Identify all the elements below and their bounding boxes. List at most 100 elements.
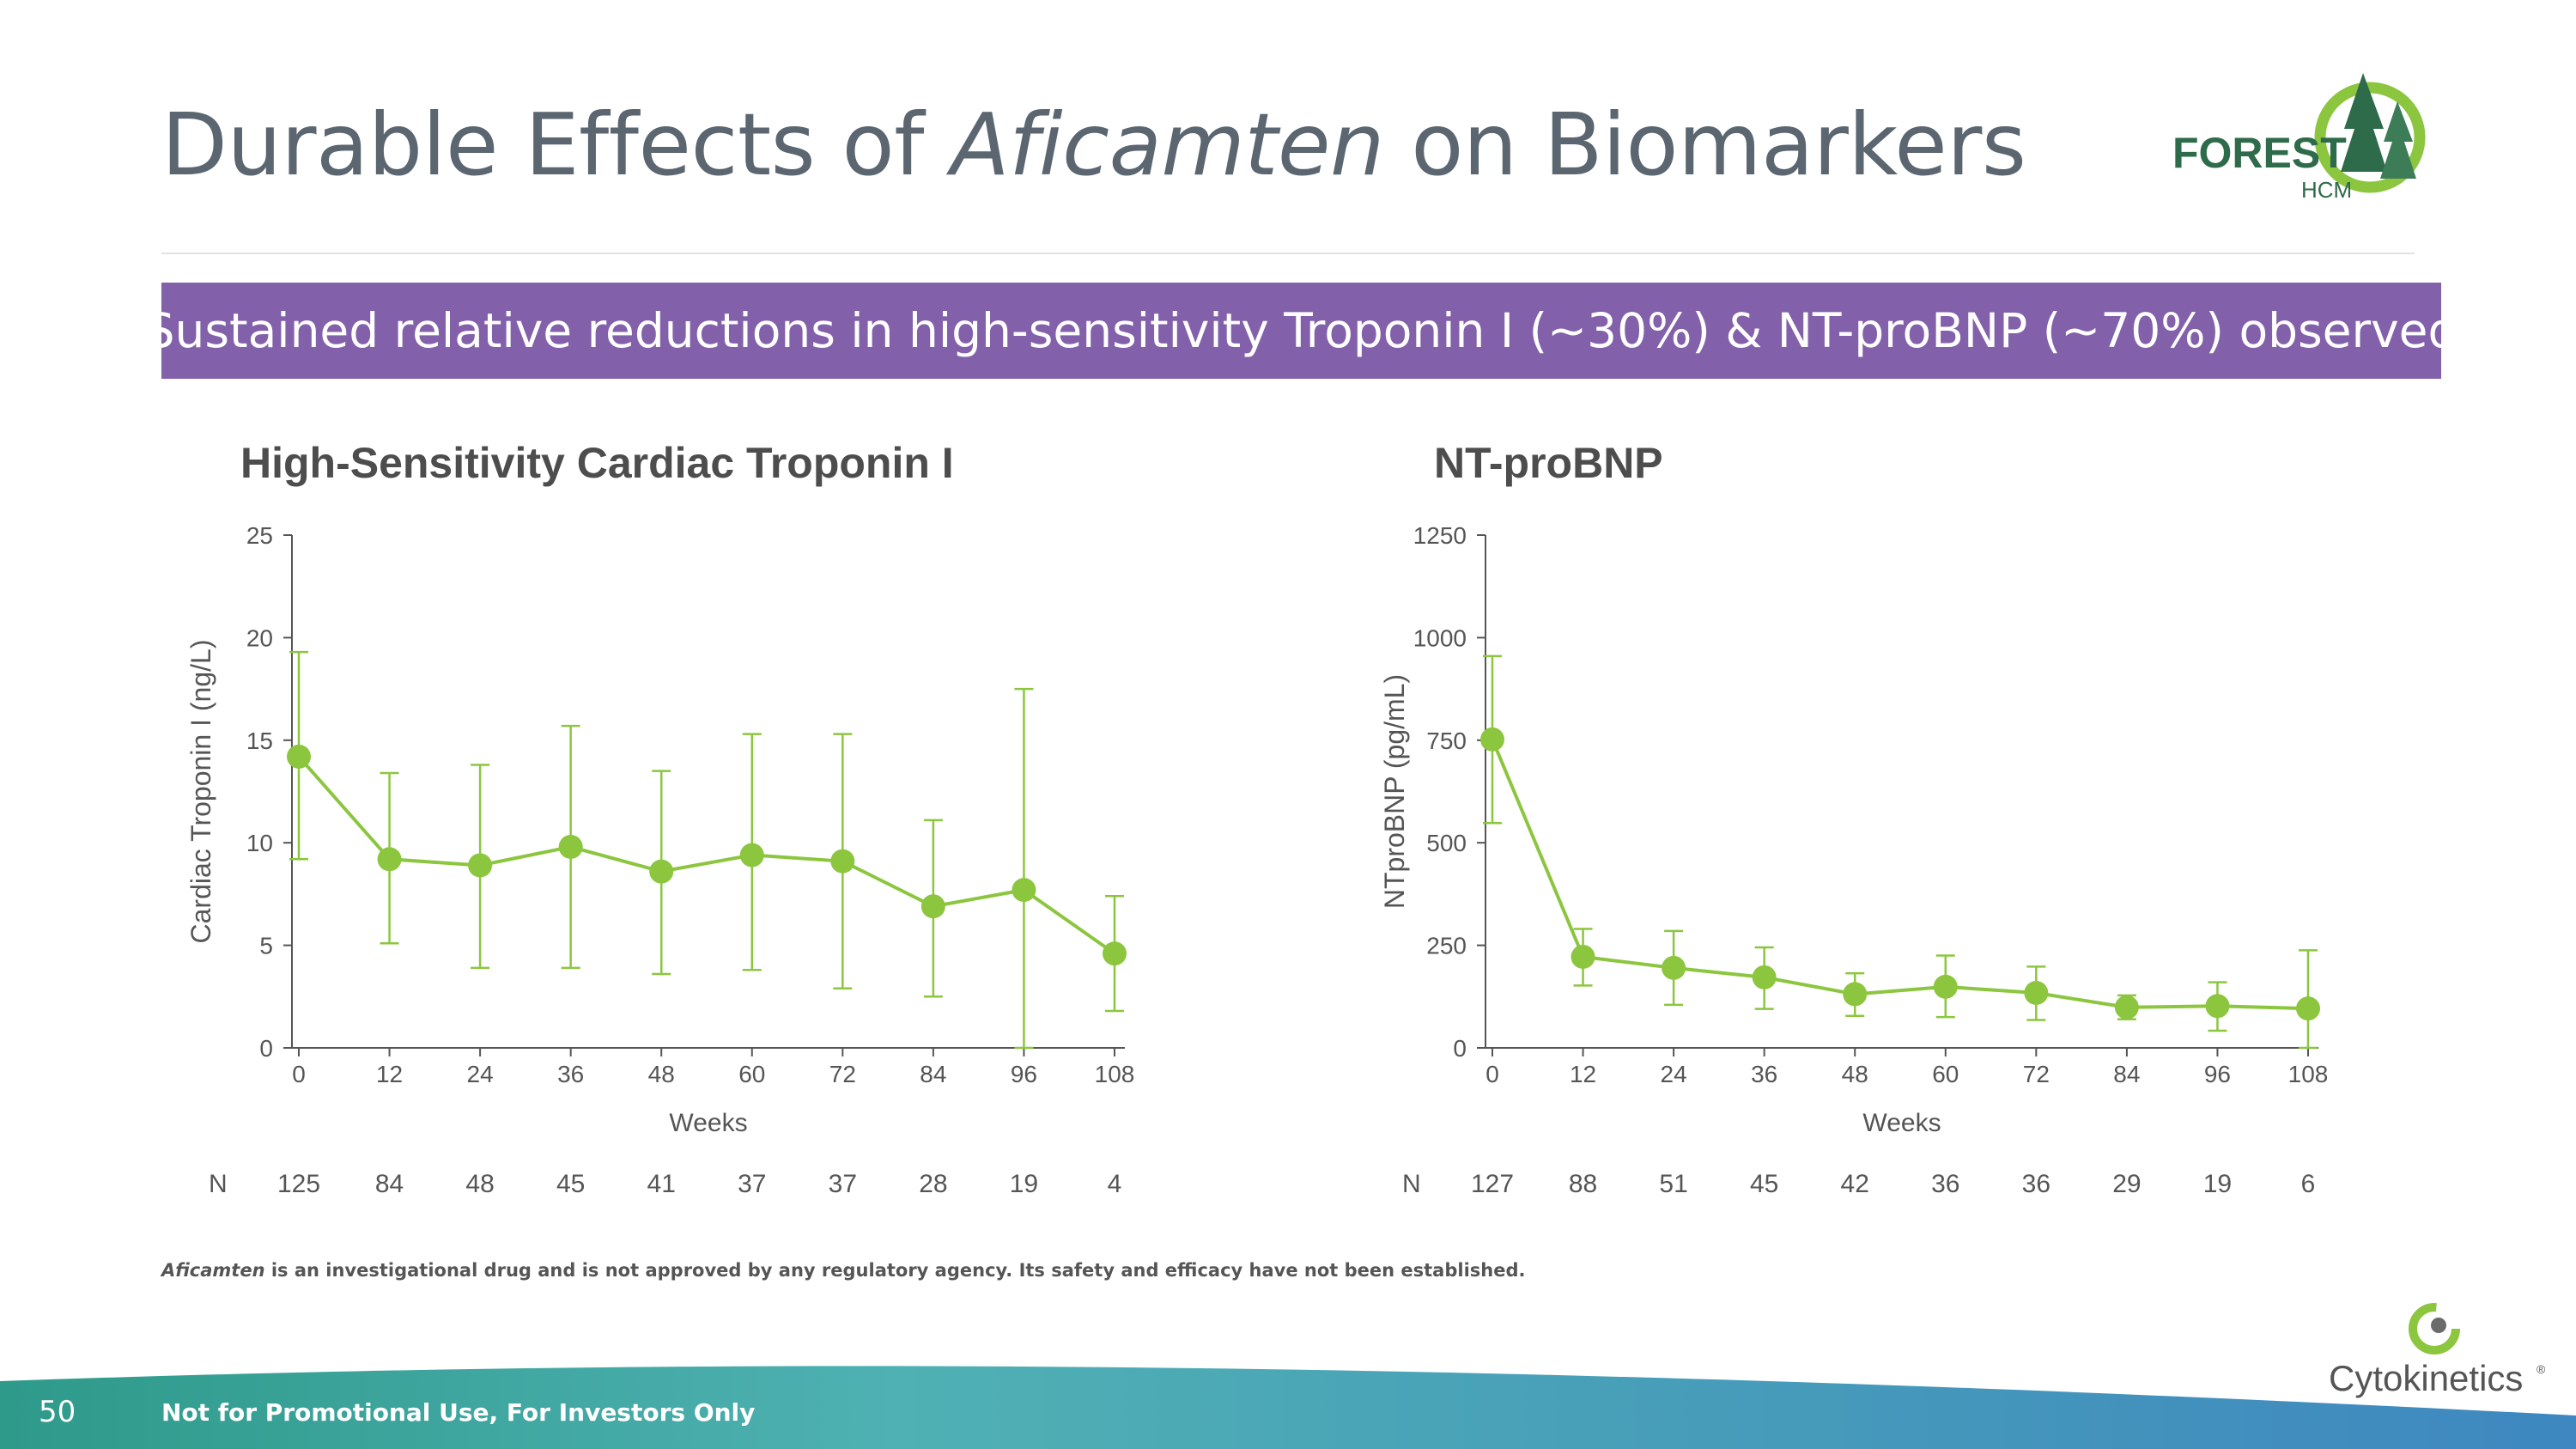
troponin-x-tick-label: 60 xyxy=(738,1061,765,1087)
ntprobnp-data-point xyxy=(2024,981,2049,1006)
ntprobnp-n-value: 29 xyxy=(2112,1170,2141,1198)
troponin-x-tick-label: 36 xyxy=(557,1061,584,1087)
troponin-n-value: 45 xyxy=(556,1170,585,1198)
logo-hcm-text: HCM xyxy=(2301,177,2352,203)
tree-icon xyxy=(2380,101,2416,179)
troponin-chart-svg: High-Sensitivity Cardiac Troponin I 0 5 10 1… xyxy=(185,439,1135,1198)
page-title: Durable Effects of Aficamten on Biomarke… xyxy=(161,94,2026,195)
ntprobnp-x-tick-label: 96 xyxy=(2204,1061,2231,1087)
troponin-data-point xyxy=(287,744,311,769)
troponin-data-point xyxy=(739,843,764,868)
ntprobnp-data-point xyxy=(2205,994,2230,1019)
troponin-x-tick-label: 48 xyxy=(648,1061,675,1087)
troponin-data-point xyxy=(830,849,855,874)
ntprobnp-n-value: 6 xyxy=(2301,1170,2316,1198)
ntprobnp-x-tick-label: 72 xyxy=(2023,1061,2050,1087)
troponin-data-point xyxy=(920,894,945,919)
footer-text: Not for Promotional Use, For Investors O… xyxy=(161,1398,756,1427)
ntprobnp-x-tick-label: 60 xyxy=(1932,1061,1959,1087)
troponin-data-point xyxy=(558,834,583,859)
ntprobnp-chart: NT-proBNP 0 250 500 750 1000 1250 0 12 24 36 48 60 72… xyxy=(1305,429,2507,1228)
ntprobnp-title: NT-proBNP xyxy=(1434,439,1663,487)
ntprobnp-data-point xyxy=(1843,982,1868,1007)
troponin-x-tick-label: 12 xyxy=(376,1061,403,1087)
troponin-data-point xyxy=(468,853,493,878)
troponin-n-value: 84 xyxy=(375,1170,404,1198)
forest-hcm-logo: FOREST HCM xyxy=(2172,73,2426,203)
troponin-n-label: N xyxy=(209,1170,228,1198)
ntprobnp-y-tick-label: 500 xyxy=(1426,830,1467,856)
troponin-n-value: 4 xyxy=(1108,1170,1122,1198)
ntprobnp-chart-svg: NT-proBNP 0 250 500 750 1000 1250 0 12 24 36 48 60 72… xyxy=(1379,439,2329,1198)
ntprobnp-x-tick-label: 12 xyxy=(1570,1061,1596,1087)
troponin-y-axis-label: Cardiac Troponin I (ng/L) xyxy=(185,640,216,944)
title-divider xyxy=(161,253,2415,254)
troponin-data-point xyxy=(1012,878,1036,903)
headline-banner: Sustained relative reductions in high-se… xyxy=(145,283,2458,379)
ntprobnp-data-point xyxy=(1662,955,1686,980)
troponin-y-tick-label: 20 xyxy=(246,624,273,651)
ntprobnp-data-point xyxy=(1933,974,1958,999)
troponin-x-tick-label: 72 xyxy=(829,1061,856,1087)
ntprobnp-x-tick-label: 84 xyxy=(2113,1061,2140,1087)
troponin-y-tick-label: 0 xyxy=(259,1035,273,1062)
troponin-y-tick-label: 15 xyxy=(246,728,273,754)
troponin-x-axis-label: Weeks xyxy=(669,1109,747,1137)
ntprobnp-n-value: 127 xyxy=(1471,1170,1514,1198)
ntprobnp-data-point xyxy=(2114,995,2139,1020)
ntprobnp-n-value: 36 xyxy=(1931,1170,1959,1198)
ntprobnp-data-point xyxy=(1480,727,1504,752)
troponin-y-tick-label: 10 xyxy=(246,830,273,856)
troponin-series-line xyxy=(297,755,1116,955)
registered-mark: ® xyxy=(2537,1362,2546,1376)
ntprobnp-y-tick-label: 1250 xyxy=(1413,522,1467,549)
troponin-n-value: 37 xyxy=(738,1170,766,1198)
troponin-chart: High-Sensitivity Cardiac Troponin I 0 5 10 1… xyxy=(112,429,1314,1228)
ntprobnp-data-point xyxy=(2296,996,2320,1021)
troponin-title: High-Sensitivity Cardiac Troponin I xyxy=(240,439,954,487)
ntprobnp-n-value: 42 xyxy=(1841,1170,1869,1198)
ntprobnp-x-tick-label: 108 xyxy=(2288,1061,2329,1087)
troponin-x-tick-label: 0 xyxy=(292,1061,306,1087)
troponin-x-tick-label: 84 xyxy=(920,1061,946,1087)
ntprobnp-x-tick-label: 0 xyxy=(1485,1061,1499,1087)
tree-icon xyxy=(2341,73,2387,172)
troponin-x-tick-label: 108 xyxy=(1095,1061,1135,1087)
ntprobnp-n-label: N xyxy=(1402,1170,1421,1198)
logo-ring xyxy=(2314,82,2426,193)
ntprobnp-n-value: 36 xyxy=(2022,1170,2050,1198)
ntprobnp-x-tick-label: 24 xyxy=(1661,1061,1687,1087)
ntprobnp-data-point xyxy=(1752,965,1777,989)
logo-forest-text: FOREST xyxy=(2172,129,2347,177)
ntprobnp-n-value: 51 xyxy=(1659,1170,1687,1198)
ntprobnp-n-value: 45 xyxy=(1750,1170,1778,1198)
ntprobnp-y-tick-label: 250 xyxy=(1426,933,1467,959)
troponin-n-value: 37 xyxy=(829,1170,857,1198)
disclaimer: Aficamten is an investigational drug and… xyxy=(161,1260,1526,1281)
ntprobnp-y-tick-label: 0 xyxy=(1453,1035,1467,1062)
ntprobnp-n-value: 19 xyxy=(2203,1170,2232,1198)
ntprobnp-y-tick-label: 1000 xyxy=(1413,624,1467,651)
troponin-x-tick-label: 96 xyxy=(1011,1061,1037,1087)
ntprobnp-series-line xyxy=(1491,739,2309,1011)
troponin-y-tick-label: 5 xyxy=(259,933,273,959)
troponin-n-value: 125 xyxy=(277,1170,320,1198)
ntprobnp-x-axis-label: Weeks xyxy=(1862,1109,1941,1137)
footer-band xyxy=(0,1366,2576,1449)
troponin-n-value: 28 xyxy=(919,1170,947,1198)
ntprobnp-n-value: 88 xyxy=(1569,1170,1597,1198)
troponin-data-point xyxy=(1103,941,1127,966)
troponin-n-value: 41 xyxy=(647,1170,676,1198)
troponin-y-tick-label: 25 xyxy=(246,522,273,549)
logo-swirl-icon xyxy=(2409,1303,2460,1355)
drug-name: Aficamten xyxy=(951,94,1384,195)
logo-dot-icon xyxy=(2431,1318,2446,1333)
ntprobnp-x-tick-label: 36 xyxy=(1751,1061,1777,1087)
troponin-data-point xyxy=(649,859,674,884)
cytokinetics-logo: Cytokinetics ® xyxy=(2329,1303,2546,1398)
troponin-data-point xyxy=(377,847,402,872)
ntprobnp-y-tick-label: 750 xyxy=(1426,728,1467,754)
page-number: 50 xyxy=(39,1395,76,1429)
logo-company-text: Cytokinetics xyxy=(2329,1358,2523,1398)
troponin-x-tick-label: 24 xyxy=(467,1061,494,1087)
